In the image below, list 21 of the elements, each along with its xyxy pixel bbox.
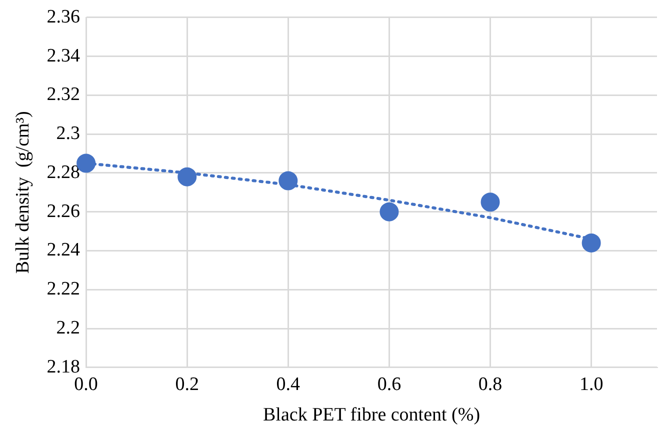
y-tick-label: 2.3	[56, 123, 80, 144]
y-tick-label: 2.34	[46, 45, 81, 66]
y-tick-label: 2.22	[46, 278, 80, 300]
point	[278, 171, 298, 190]
y-axis-title: Bulk density (g/cm³)	[12, 111, 34, 274]
y-tick-label: 2.28	[46, 162, 80, 183]
x-tick-label: 0.2	[175, 374, 199, 395]
y-tick-label: 2.24	[46, 240, 81, 261]
x-tick-label: 0.6	[377, 374, 402, 395]
y-tick-label: 2.26	[46, 200, 80, 222]
x-tick-label: 0.4	[276, 374, 301, 395]
x-axis-title: Black PET fibre content (%)	[263, 404, 480, 426]
y-tick-label: 2.36	[46, 6, 80, 28]
y-tick-label: 2.32	[46, 84, 80, 106]
point	[582, 233, 601, 252]
point	[480, 192, 500, 212]
point	[380, 202, 399, 222]
point	[178, 167, 197, 186]
y-tick-label: 2.2	[56, 317, 80, 338]
x-tick-label: 0.8	[478, 374, 502, 395]
x-tick-label: 1.0	[579, 374, 604, 395]
